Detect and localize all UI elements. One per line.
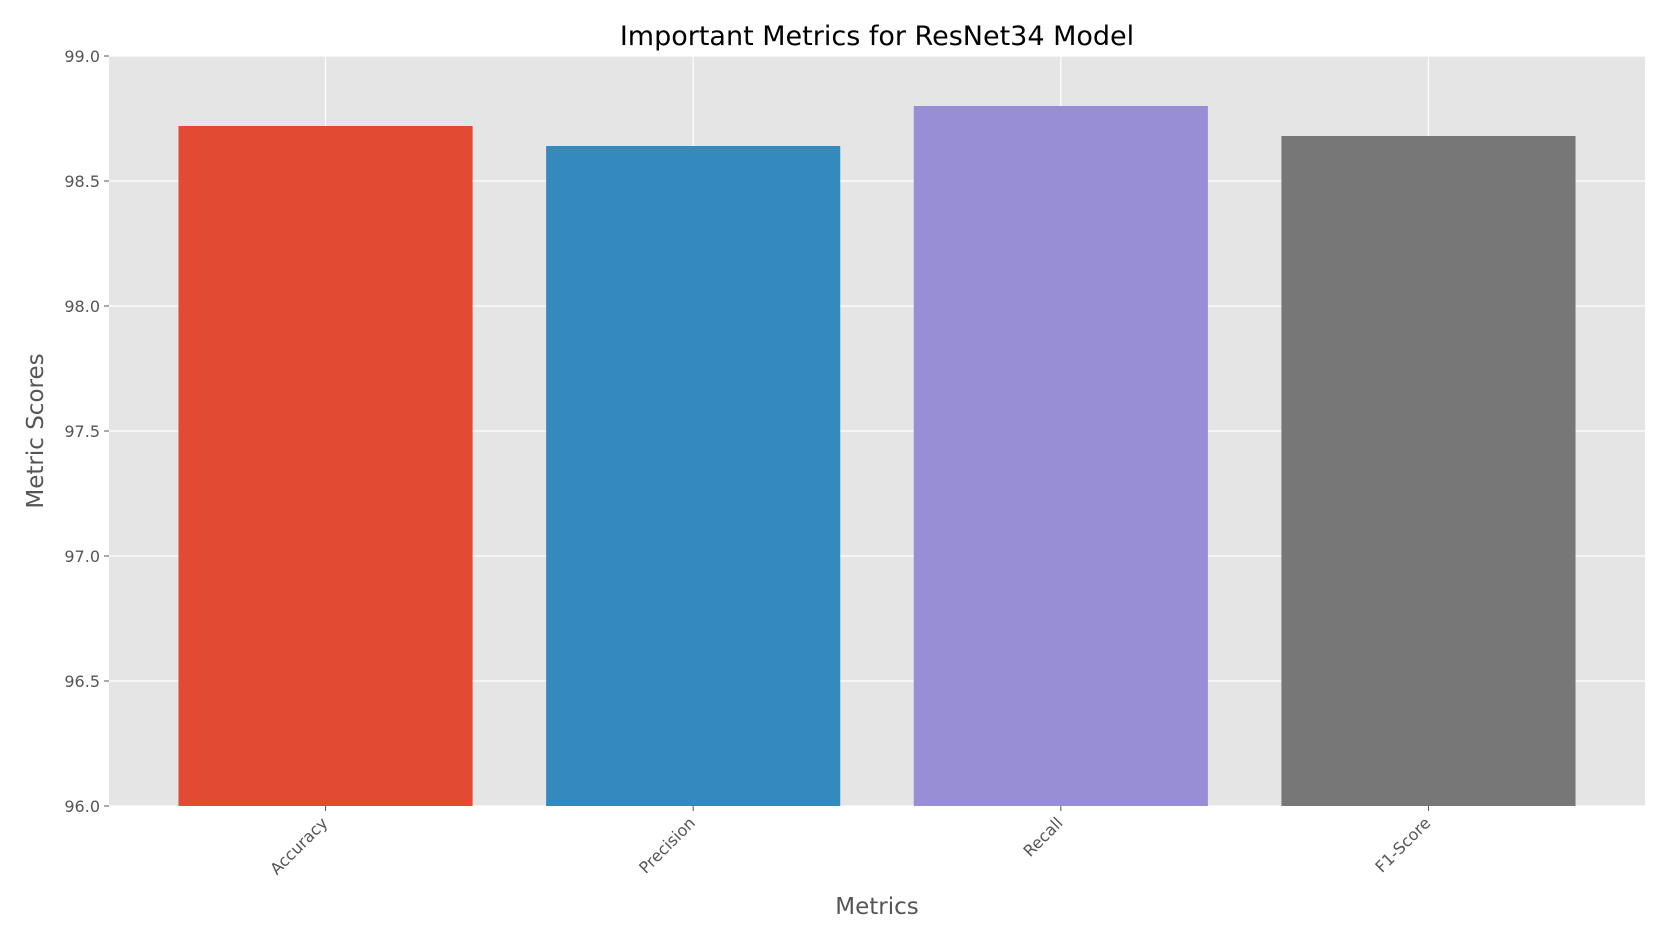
x-tick-label: F1-Score: [1371, 813, 1434, 876]
y-axis-ticks: 96.0 96.5 97.0 97.5 98.0 98.5 99.0: [64, 47, 109, 816]
x-axis-ticks: Accuracy Precision Recall F1-Score: [266, 806, 1434, 878]
x-axis-label: Metrics: [835, 894, 919, 920]
y-tick-label: 96.5: [64, 672, 100, 691]
bar-accuracy: [178, 126, 473, 806]
bars-group: [178, 106, 1576, 806]
chart-title: Important Metrics for ResNet34 Model: [620, 21, 1134, 52]
x-tick-label: Recall: [1019, 813, 1066, 860]
x-tick-label: Precision: [635, 813, 699, 877]
y-tick-label: 97.0: [64, 547, 100, 566]
y-tick-label: 99.0: [64, 47, 100, 66]
bar-precision: [546, 146, 841, 806]
y-tick-label: 96.0: [64, 797, 100, 816]
y-axis-label: Metric Scores: [23, 353, 49, 508]
bar-f1-score: [1281, 136, 1576, 806]
y-tick-label: 98.0: [64, 297, 100, 316]
bar-recall: [913, 106, 1208, 806]
y-tick-label: 98.5: [64, 172, 100, 191]
y-tick-label: 97.5: [64, 422, 100, 441]
x-tick-label: Accuracy: [266, 813, 331, 878]
